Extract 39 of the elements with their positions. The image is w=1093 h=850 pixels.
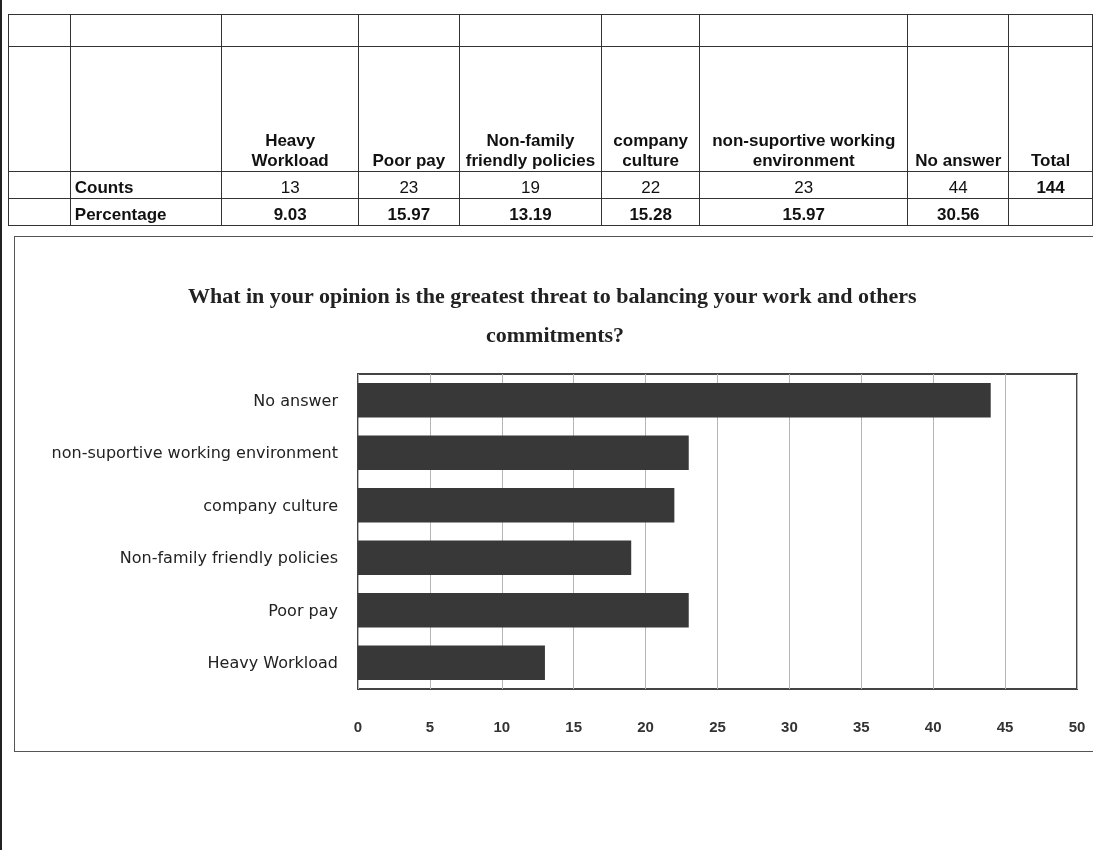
legend-label: Counts: [70, 171, 222, 199]
y-tick-label: non-suportive working environment: [51, 443, 338, 463]
chart-title: What in your opinion is the greatest threat to balancing your work and others commitments?: [187, 283, 923, 347]
x-tick-label: 5: [425, 718, 435, 735]
y-tick-label: Non-family friendly policies: [119, 548, 338, 568]
category-label: Total: [1008, 46, 1093, 172]
x-tick-label: 50: [1068, 718, 1086, 735]
x-tick-label: 30: [781, 718, 798, 735]
data-label: 44: [907, 171, 1009, 199]
data-label: 23: [358, 171, 460, 199]
y-tick-label: Poor pay: [268, 600, 338, 620]
x-tick-label: 35: [852, 718, 870, 735]
data-label: 13: [221, 171, 359, 199]
legend-label: Percentage: [70, 198, 222, 226]
y-tick-label: company culture: [203, 495, 338, 515]
data-label: 19: [459, 171, 602, 199]
y-tick-label: No answer: [253, 390, 339, 410]
x-tick-label: 40: [924, 718, 942, 735]
x-tick-label: 10: [493, 718, 511, 735]
x-tick-label: 15: [565, 718, 583, 735]
data-label: 22: [601, 171, 700, 199]
x-tick-label: 20: [637, 718, 654, 735]
category-label: company culture: [601, 46, 700, 172]
data-label: 15.28: [601, 198, 700, 226]
category-label: non-suportive working environment: [699, 46, 908, 172]
data-label: 144: [1008, 171, 1093, 199]
category-label: Poor pay: [358, 46, 460, 172]
data-label: 15.97: [699, 198, 908, 226]
x-tick-label: 25: [709, 718, 726, 735]
category-label: Non-family friendly policies: [459, 46, 602, 172]
data-label: 30.56: [907, 198, 1009, 226]
data-label: 15.97: [358, 198, 460, 226]
x-tick-label: 45: [996, 718, 1014, 735]
category-label: No answer: [907, 46, 1009, 172]
x-tick-label: 0: [353, 718, 363, 735]
data-label: 9.03: [221, 198, 359, 226]
data-label: 23: [699, 171, 908, 199]
data-label: 13.19: [459, 198, 602, 226]
y-tick-label: Heavy Workload: [207, 653, 338, 673]
